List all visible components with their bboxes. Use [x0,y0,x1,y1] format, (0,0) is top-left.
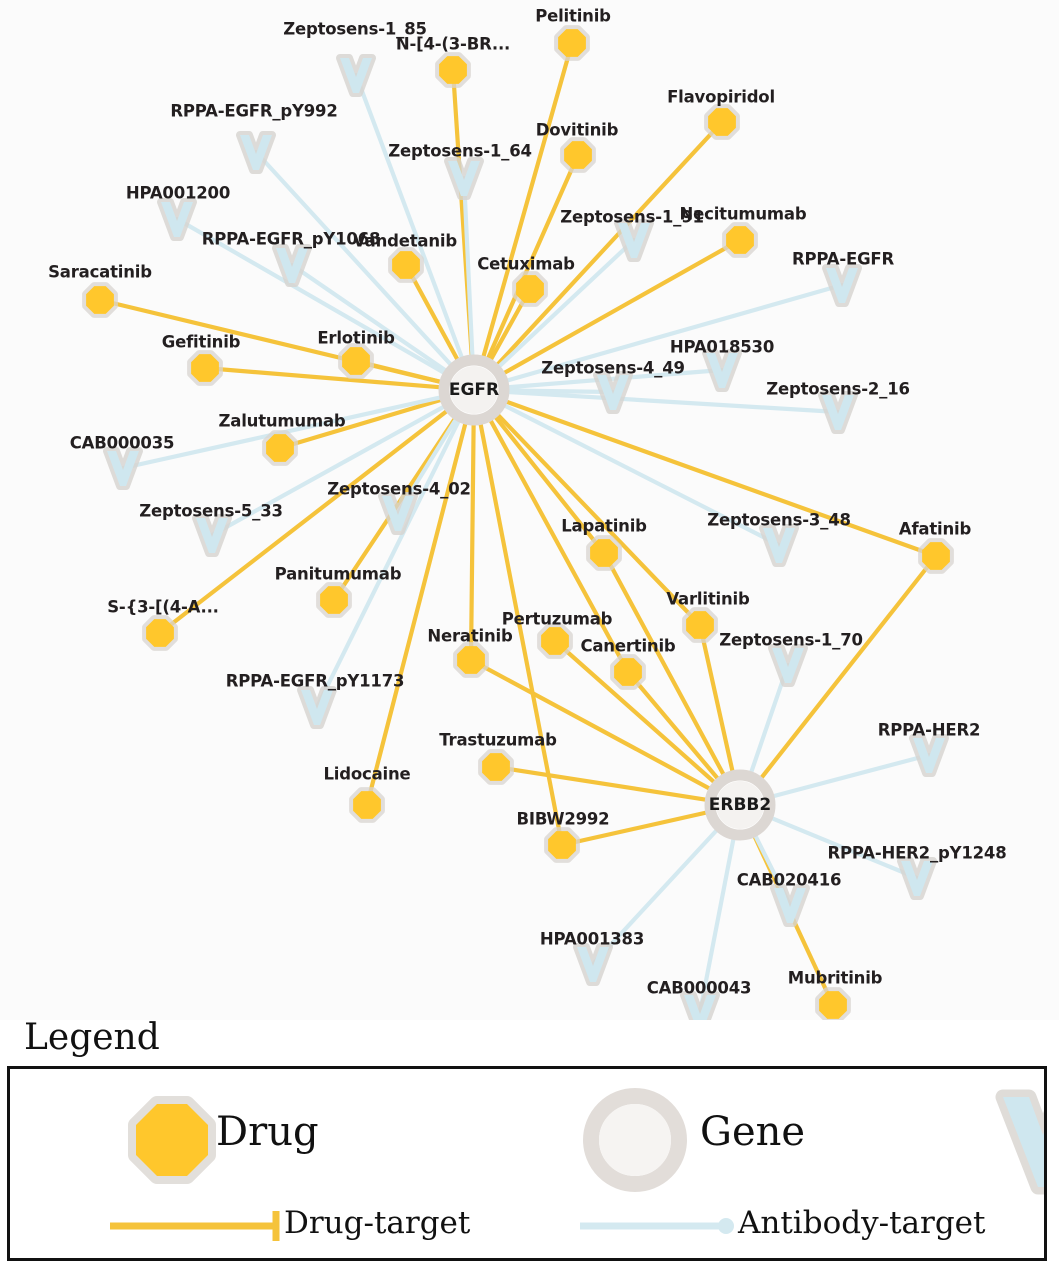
legend-gene-icon [583,1088,687,1192]
drug-node-dovitinib[interactable] [560,137,596,173]
drug-node-mubritinib[interactable] [815,987,851,1020]
edge-antibody-rppaher2-ERBB2 [757,752,932,805]
edge-antibody-rppaher2p-ERBB2 [756,808,920,881]
antibody-node-zep1_91[interactable] [614,219,654,262]
legend-panel: Legend [0,1017,1059,1280]
edge-drug-necitumumab-EGFR [492,237,743,381]
legend-svg [110,1088,1059,1241]
antibody-node-cab000035[interactable] [103,447,143,490]
legend-title: Legend [24,1017,160,1058]
legend-drug-icon [128,1096,216,1184]
antibody-node-zep2_16[interactable] [818,391,858,434]
edge-drug-pelitinib-EGFR [478,40,575,370]
edge-antibody-zep3_48-EGFR [489,395,782,548]
drug-node-panitumumab[interactable] [316,582,352,618]
drug-node-varlitinib[interactable] [682,607,718,643]
antibody-node-rppaher2[interactable] [909,734,949,777]
edge-drug-zalutumumab-EGFR [277,394,454,451]
edge-drug-dovitinib-EGFR [481,152,581,371]
antibody-node-rppa1173[interactable] [297,686,337,729]
drug-node-zalutumumab[interactable] [262,430,298,466]
edge-drug-flavopiridol-EGFR [488,119,725,375]
edge-drug-lidocaine-EGFR [364,411,471,808]
edge-drug-vandetanib-EGFR [403,262,465,372]
legend-label-gene: Gene [700,1109,806,1155]
antibody-node-zep4_02[interactable] [378,492,418,535]
edge-antibody-cab000043-ERBB2 [697,823,741,1015]
drug-node-afatinib[interactable] [918,538,954,574]
edge-drug-canertinib-EGFR [483,408,631,675]
drug-node-gefitinib[interactable] [187,350,223,386]
edge-drug-pertuzumab-ERBB2 [552,638,725,792]
gene-node-egfr[interactable] [438,354,510,426]
edge-drug-lapatinib-ERBB2 [601,550,731,786]
legend-drug-target-edge [110,1211,280,1241]
edge-drug-afatinib-ERBB2 [752,553,939,789]
legend-antibody-icon [995,1089,1059,1195]
drug-node-saracatinib[interactable] [82,282,118,318]
antibody-node-rppaher2p[interactable] [897,857,937,900]
drug-node-vandetanib[interactable] [388,247,424,283]
drug-node-neratinib[interactable] [453,642,489,678]
legend-antibody-target-edge [580,1218,734,1234]
antibody-node-rppa1068[interactable] [272,244,312,287]
drug-node-s3a[interactable] [142,615,178,651]
edge-antibody-zep1_85-EGFR [353,72,472,374]
legend-label-drug: Drug [216,1109,319,1155]
edge-drug-varlitinib-EGFR [488,405,703,628]
legend-label-antibody-target: Antibody-target [738,1205,986,1241]
drug-node-pertuzumab[interactable] [537,623,573,659]
legend-label-drug-target: Drug-target [284,1205,471,1241]
drug-node-necitumumab[interactable] [722,222,758,258]
drug-node-erlotinib[interactable] [338,343,374,379]
edge-drug-varlitinib-ERBB2 [697,622,737,784]
antibody-node-zep5_33[interactable] [192,514,232,557]
drug-node-lidocaine[interactable] [349,787,385,823]
antibody-node-hpa001383[interactable] [573,943,613,986]
network-svg [82,25,954,1020]
gene-node-erbb2[interactable] [704,769,776,841]
drug-node-cetuximab[interactable] [512,271,548,307]
edge-drug-lapatinib-EGFR [486,406,607,556]
antibody-node-zep3_48[interactable] [759,524,799,567]
antibody-node-cab020416[interactable] [770,884,810,927]
drug-node-lapatinib[interactable] [586,535,622,571]
antibody-node-zep1_85[interactable] [336,54,376,97]
antibody-node-rppaegfr[interactable] [822,264,862,307]
edge-drug-afatinib-EGFR [494,396,939,559]
edge-drug-bibw2992-EGFR [476,411,565,848]
legend-box: Drug Gene Antibody Drug-target Antibody-… [7,1066,1059,1261]
edge-drug-trastuzumab-ERBB2 [493,764,719,804]
antibody-node-cab000043[interactable] [680,991,720,1020]
edge-drug-neratinib-EGFR [468,411,476,663]
drug-node-trastuzumab[interactable] [478,749,514,785]
edge-drug-neratinib-ERBB2 [468,657,721,796]
edge-drug-canertinib-ERBB2 [625,669,727,789]
antibody-node-hpa001200[interactable] [157,198,197,241]
antibody-node-zep1_64[interactable] [444,157,484,200]
antibody-node-hpa018530[interactable] [702,349,742,392]
drug-node-nbr[interactable] [435,52,471,88]
edge-drug-s3a-EGFR [157,402,458,636]
antibody-node-zep1_70[interactable] [768,644,808,687]
antibody-node-rppa992[interactable] [236,131,276,174]
antibody-node-zep4_49[interactable] [593,371,633,414]
network-canvas[interactable]: Pelitinib N-[4-(3-BR... Flavopiridol Doviti… [0,0,1059,1020]
edge-drug-bibw2992-ERBB2 [559,808,719,848]
edge-drug-gefitinib-EGFR [202,365,453,391]
drug-node-flavopiridol[interactable] [704,104,740,140]
edge-antibody-hpa001383-ERBB2 [590,817,730,967]
drug-node-pelitinib[interactable] [554,25,590,61]
drug-node-bibw2992[interactable] [544,827,580,863]
drug-node-canertinib[interactable] [610,654,646,690]
